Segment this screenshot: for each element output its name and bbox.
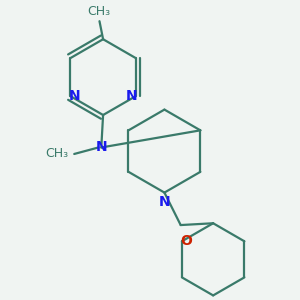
- Text: N: N: [159, 196, 170, 209]
- Text: O: O: [181, 234, 193, 248]
- Text: N: N: [69, 89, 80, 103]
- Text: CH₃: CH₃: [87, 4, 110, 18]
- Text: CH₃: CH₃: [46, 148, 69, 160]
- Text: N: N: [95, 140, 107, 154]
- Text: N: N: [126, 89, 137, 103]
